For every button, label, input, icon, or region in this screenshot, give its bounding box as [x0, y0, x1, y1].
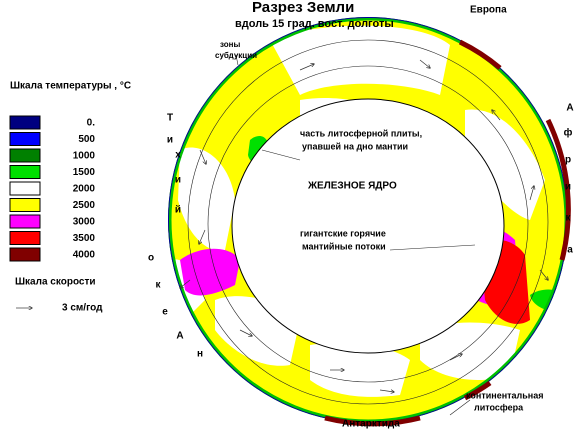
annotation: зоны — [220, 40, 240, 49]
annotation: мантийные потоки — [302, 241, 386, 251]
legend-swatch — [9, 181, 41, 196]
place-letter: й — [175, 205, 181, 216]
place-letter: и — [175, 175, 181, 186]
velocity-arrows — [180, 59, 548, 392]
subtitle: вдоль 15 град. вост. долготы — [235, 18, 394, 30]
legend-swatch — [9, 148, 41, 163]
place-letter: Т — [167, 113, 173, 124]
annotation: часть литосферной плиты, — [300, 128, 422, 138]
annotation: упавшей на дно мантии — [302, 141, 408, 151]
legend-label: 4000 — [73, 250, 96, 261]
place-letter: и — [565, 182, 571, 193]
legend-swatch — [9, 214, 41, 229]
legend-swatch — [9, 132, 41, 146]
place-letter: о — [148, 253, 154, 264]
place-letter: р — [565, 155, 571, 166]
place-letter: и — [167, 135, 173, 146]
legend-swatch — [9, 198, 41, 212]
place-letter: к — [155, 280, 161, 291]
legend-label: 3 см/год — [62, 303, 103, 314]
annotation: литосфера — [474, 402, 524, 412]
legend-label: 1000 — [73, 151, 96, 162]
continental-lithosphere — [324, 39, 571, 427]
place-letter: А — [566, 103, 573, 114]
annotation: континентальная — [466, 390, 544, 400]
legend-title: Шкала температуры , °C — [10, 81, 131, 92]
legend-swatch — [9, 231, 41, 245]
place-letter: ф — [564, 127, 573, 139]
title: Разрез Земли — [252, 0, 354, 16]
legend-swatch — [9, 247, 41, 262]
annotation: субдукции — [215, 51, 257, 60]
legend-label: 1500 — [73, 167, 96, 178]
place-letter: н — [197, 349, 203, 360]
place-letter: х — [175, 150, 181, 161]
place-letter: к — [565, 213, 571, 224]
legend-label: 2000 — [73, 184, 96, 195]
legend-label: 0. — [87, 118, 96, 129]
legend-label: 3500 — [73, 233, 96, 244]
annotation: ЖЕЛЕЗНОЕ ЯДРО — [307, 181, 397, 192]
place: Антарктида — [342, 419, 400, 430]
place-letter: е — [162, 307, 168, 318]
annotation: гигантские горячие — [300, 228, 386, 238]
legend-title: Шкала скорости — [15, 277, 96, 288]
legend-swatch — [9, 115, 41, 130]
legend-label: 2500 — [73, 200, 96, 211]
legend-label: 500 — [78, 134, 95, 145]
legend-label: 3000 — [73, 217, 96, 228]
place-letter: а — [567, 245, 573, 256]
core — [231, 98, 505, 354]
legend-swatch — [9, 165, 41, 179]
place-letter: А — [176, 331, 183, 342]
place: Европа — [470, 5, 507, 16]
